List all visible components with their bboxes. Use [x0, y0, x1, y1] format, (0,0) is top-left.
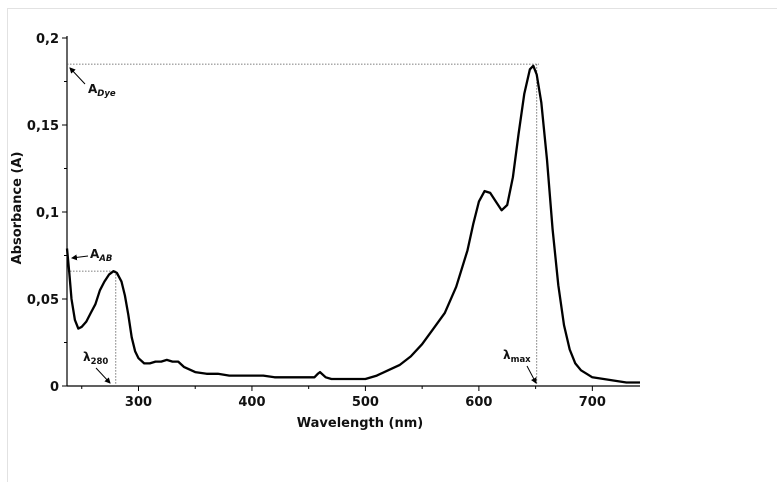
annotation-label: λmax — [503, 348, 531, 365]
annotation-label: ADye — [88, 82, 116, 99]
annotation-arrow — [526, 365, 537, 384]
annotation-arrow — [95, 367, 111, 384]
y-tick-label: 0,15 — [27, 119, 59, 134]
axes — [66, 36, 640, 387]
x-tick-label: 400 — [238, 395, 265, 410]
annotation-label: λ280 — [83, 350, 108, 367]
y-tick-label: 0,2 — [36, 32, 59, 47]
ticks: 300 400 500 600 700 0 0,05 0,1 0,15 0,2 — [27, 32, 606, 410]
annotation-arrow — [71, 254, 89, 261]
annotation-label: AAB — [90, 247, 112, 264]
annotations: ADye AAB λ280 λmax — [69, 67, 537, 384]
x-tick-label: 300 — [125, 395, 152, 410]
x-axis-title: Wavelength (nm) — [297, 416, 423, 431]
y-tick-label: 0 — [50, 380, 59, 395]
annotation-arrow — [69, 67, 86, 85]
y-tick-label: 0,1 — [36, 206, 59, 221]
guide-lines — [67, 63, 540, 386]
figure-frame — [7, 8, 777, 482]
spectrum-line — [65, 64, 640, 384]
x-tick-label: 700 — [579, 395, 606, 410]
x-tick-label: 500 — [352, 395, 379, 410]
y-axis-title: Absorbance (A) — [10, 152, 25, 265]
y-tick-label: 0,05 — [27, 293, 59, 308]
x-tick-label: 600 — [465, 395, 492, 410]
